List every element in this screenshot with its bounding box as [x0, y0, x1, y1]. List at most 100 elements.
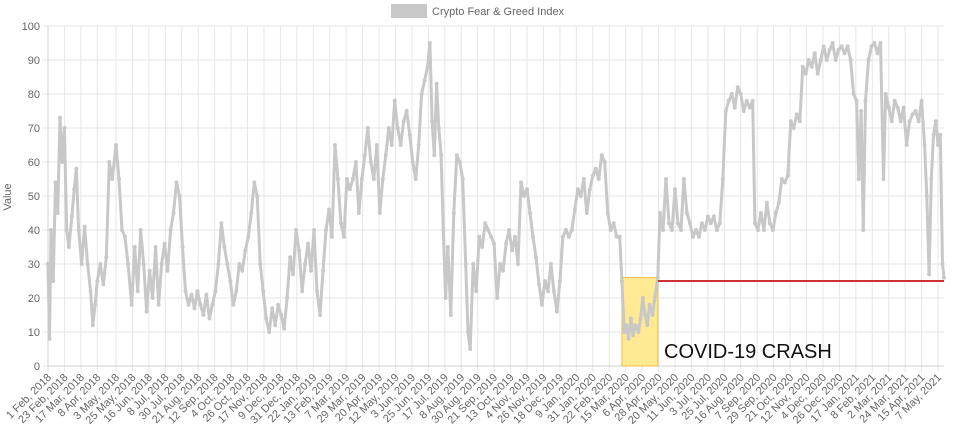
- data-point: [608, 228, 613, 232]
- y-tick-label: 90: [28, 55, 40, 67]
- data-point: [752, 221, 757, 226]
- data-point: [189, 292, 194, 297]
- data-point: [315, 289, 320, 294]
- data-point: [883, 92, 888, 96]
- data-point: [122, 234, 127, 239]
- data-point: [910, 112, 915, 117]
- data-point: [940, 262, 945, 266]
- data-point: [788, 119, 793, 124]
- data-point: [640, 296, 645, 300]
- data-point: [332, 143, 337, 147]
- data-point: [596, 177, 601, 181]
- data-point: [46, 262, 50, 266]
- data-point: [309, 268, 314, 273]
- data-point: [803, 71, 808, 76]
- data-point: [678, 228, 683, 232]
- data-point: [267, 330, 272, 334]
- data-point: [344, 177, 349, 181]
- covid-crash-label: COVID-19 CRASH: [664, 341, 832, 363]
- data-point: [180, 245, 185, 249]
- data-point: [919, 98, 924, 103]
- y-tick-label: 100: [22, 21, 40, 33]
- data-point: [669, 228, 674, 232]
- y-tick-label: 30: [28, 259, 40, 271]
- data-point: [575, 187, 580, 192]
- data-point: [55, 211, 60, 215]
- data-point: [590, 173, 595, 178]
- data-point: [243, 248, 248, 253]
- data-point: [129, 302, 134, 307]
- data-point: [116, 177, 121, 181]
- data-point: [404, 109, 409, 113]
- data-point: [779, 177, 784, 181]
- data-point: [186, 302, 191, 307]
- data-point: [300, 289, 305, 294]
- data-point: [125, 262, 130, 266]
- data-point: [386, 126, 391, 130]
- data-point: [536, 282, 541, 287]
- data-point: [794, 112, 799, 117]
- data-point: [560, 234, 565, 239]
- data-point: [675, 221, 680, 226]
- data-point: [153, 245, 158, 249]
- data-point: [845, 44, 850, 49]
- data-point: [326, 207, 331, 212]
- data-point: [938, 132, 943, 137]
- data-point: [249, 211, 254, 215]
- y-tick-label: 60: [28, 157, 40, 169]
- data-point: [150, 296, 155, 300]
- data-point: [252, 180, 257, 185]
- data-point: [726, 98, 731, 103]
- data-point: [95, 279, 100, 283]
- data-point: [723, 109, 728, 113]
- data-point: [454, 153, 459, 158]
- data-point: [898, 119, 903, 124]
- data-point: [377, 211, 382, 215]
- data-point: [174, 180, 179, 185]
- data-point: [696, 234, 701, 239]
- data-point: [368, 160, 373, 164]
- data-point: [57, 115, 62, 120]
- data-point: [693, 228, 698, 232]
- data-point: [483, 221, 488, 226]
- data-point: [329, 234, 334, 239]
- data-point: [666, 221, 671, 226]
- data-point: [664, 177, 669, 181]
- data-point: [246, 234, 251, 239]
- data-point: [901, 105, 906, 110]
- data-point: [261, 289, 266, 294]
- data-point: [732, 105, 737, 110]
- data-point: [132, 245, 137, 249]
- data-point: [647, 302, 652, 307]
- data-point: [886, 105, 891, 110]
- data-point: [104, 255, 109, 260]
- data-point: [156, 302, 161, 307]
- data-point: [875, 51, 880, 56]
- data-point: [219, 221, 224, 226]
- data-point: [738, 92, 743, 96]
- data-point: [273, 323, 278, 328]
- data-point: [881, 177, 886, 181]
- data-point: [755, 228, 760, 232]
- data-point: [365, 126, 370, 130]
- data-point: [144, 309, 149, 314]
- data-point: [477, 234, 482, 239]
- data-point: [848, 58, 853, 62]
- data-point: [318, 313, 323, 317]
- data-point: [380, 177, 385, 181]
- data-point: [66, 245, 71, 249]
- data-point: [714, 228, 719, 232]
- data-point: [717, 221, 722, 226]
- legend[interactable]: Crypto Fear & Greed Index: [391, 4, 565, 18]
- data-point: [856, 177, 861, 181]
- data-point: [430, 119, 435, 124]
- data-point: [177, 194, 182, 198]
- data-point: [159, 262, 164, 266]
- data-point: [872, 41, 877, 45]
- data-point: [767, 221, 772, 226]
- data-point: [830, 41, 835, 45]
- data-point: [297, 248, 302, 253]
- data-point: [489, 234, 494, 239]
- data-point: [501, 268, 506, 273]
